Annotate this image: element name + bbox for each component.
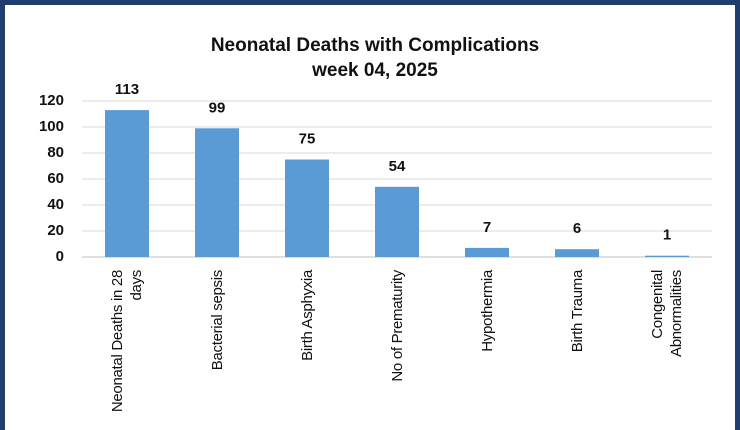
data-label: 6	[573, 220, 581, 237]
x-tick-label: Congenital Abnormalities	[649, 270, 685, 357]
data-label: 1	[663, 227, 671, 244]
y-tick-label: 60	[47, 170, 64, 187]
chart-title: Neonatal Deaths with Complications week …	[210, 35, 540, 81]
y-tick-label: 0	[56, 248, 64, 265]
bar	[465, 247, 509, 257]
chart: 0 20 40 60 80 100 120 113 99 75 54 7 6 1	[39, 81, 712, 265]
data-label: 75	[299, 130, 316, 147]
y-tick-label: 100	[39, 118, 64, 135]
bar	[645, 255, 689, 257]
bar	[375, 186, 419, 257]
bar	[195, 128, 239, 257]
y-tick-label: 40	[47, 196, 64, 213]
data-label: 113	[115, 81, 139, 98]
x-tick-label: Hypothermia	[478, 270, 496, 352]
x-tick-label: No of Prematurity	[388, 270, 406, 382]
x-tick-label: Birth Trauma	[568, 270, 586, 353]
y-tick-label: 80	[47, 144, 64, 161]
x-tick-label: Neonatal Deaths in 28 days	[109, 270, 145, 413]
data-label: 99	[209, 99, 226, 116]
bar	[285, 159, 329, 257]
x-tick-label: Birth Asphyxia	[298, 270, 316, 361]
bar	[105, 110, 149, 257]
y-tick-label: 120	[39, 92, 64, 109]
data-label: 54	[389, 158, 406, 175]
x-tick-label: Bacterial sepsis	[208, 270, 226, 371]
y-tick-label: 20	[47, 222, 64, 239]
bar	[555, 249, 599, 257]
data-label: 7	[483, 219, 491, 236]
